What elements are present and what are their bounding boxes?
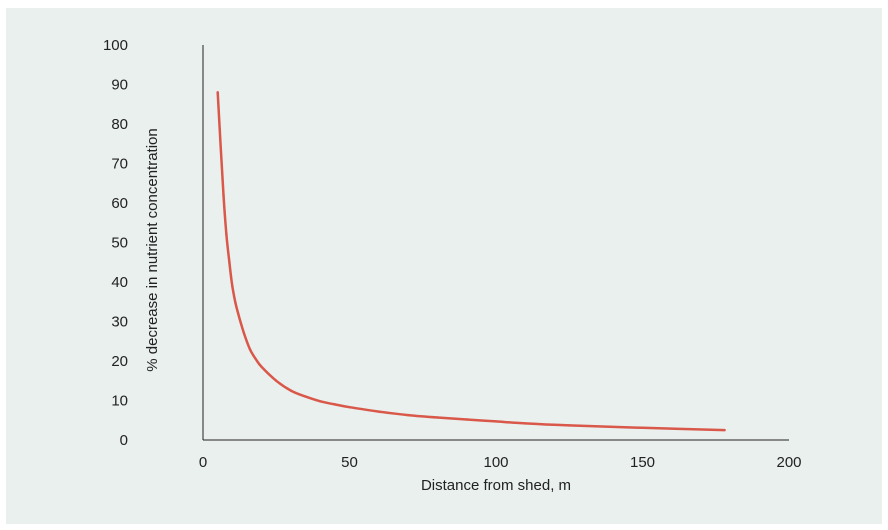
data-point	[234, 300, 237, 303]
data-point	[222, 193, 225, 197]
x-tick-labels: 0 50 100 150 200	[199, 454, 802, 471]
series-line	[216, 91, 726, 432]
data-point	[641, 426, 644, 429]
data-point	[377, 410, 380, 413]
x-axis-label: Distance from shed, m	[421, 477, 571, 494]
y-tick-label: 80	[111, 116, 128, 133]
data-point	[304, 395, 307, 398]
y-tick-label: 0	[120, 432, 128, 449]
axes	[202, 45, 789, 441]
data-point	[348, 406, 351, 409]
data-point	[248, 347, 252, 351]
data-point	[254, 357, 257, 361]
data-point	[436, 416, 439, 419]
series-group	[216, 91, 726, 432]
x-tick-label: 200	[776, 454, 801, 471]
x-tick-label: 0	[199, 454, 207, 471]
y-tick-label: 30	[111, 314, 128, 331]
y-tick-label: 90	[111, 77, 128, 94]
data-point	[228, 261, 231, 264]
data-point	[465, 418, 468, 421]
data-point	[494, 420, 498, 423]
data-point	[406, 413, 410, 417]
y-tick-label: 100	[103, 37, 128, 54]
data-point	[260, 365, 263, 369]
data-point	[289, 389, 293, 392]
data-point	[723, 428, 726, 432]
data-point	[242, 332, 246, 335]
x-tick-label: 100	[483, 454, 508, 471]
y-tick-label: 70	[111, 156, 128, 173]
y-tick-label: 50	[111, 235, 128, 252]
data-point	[225, 233, 228, 236]
data-point	[568, 424, 571, 427]
chart-panel: 0 10 20 30 40 50 60 70 80 90 100 0 50 100 150 200 Dist…	[6, 8, 882, 524]
x-tick-label: 50	[341, 454, 358, 471]
data-point	[319, 400, 322, 403]
y-tick-label: 10	[111, 393, 128, 410]
y-tick-labels: 0 10 20 30 40 50 60 70 80 90 100	[103, 37, 128, 449]
data-point	[275, 379, 278, 382]
y-tick-label: 20	[111, 353, 128, 370]
x-tick-label: 150	[630, 454, 655, 471]
y-tick-label: 60	[111, 195, 128, 212]
data-point	[524, 422, 527, 425]
y-axis-label: % decrease in nutrient concentration	[144, 128, 161, 371]
y-tick-label: 40	[111, 274, 128, 291]
data-point	[216, 91, 219, 94]
data-point	[333, 403, 337, 406]
data-point	[236, 312, 240, 315]
line-chart: 0 10 20 30 40 50 60 70 80 90 100 0 50 100 150 200 Dist…	[103, 37, 802, 494]
data-point	[231, 284, 234, 288]
